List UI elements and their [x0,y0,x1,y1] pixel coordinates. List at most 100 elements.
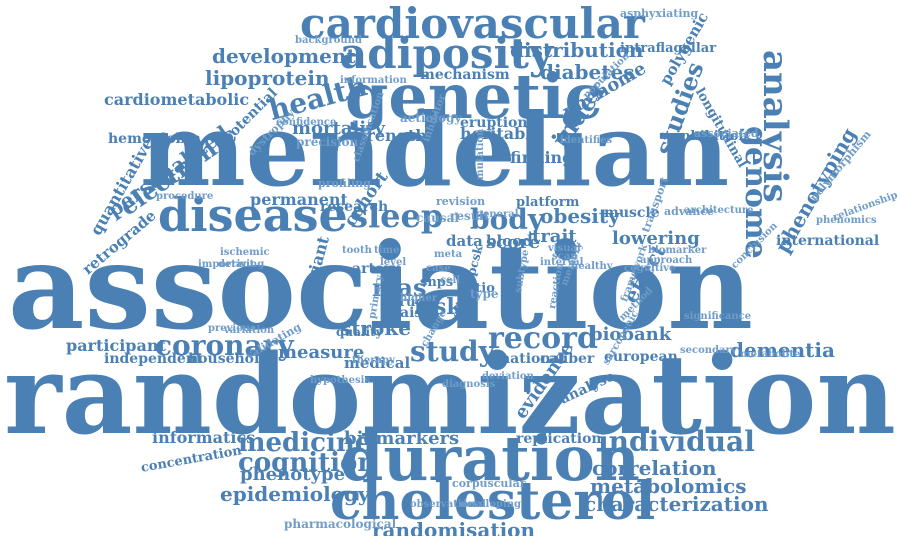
cloud-word: cell [440,275,461,286]
cloud-word: heritable [460,124,542,143]
cloud-word: risk [414,294,462,320]
cloud-word: hypothesis [310,375,371,386]
cloud-word: pharmacological [284,517,397,531]
cloud-word: metabolomics [590,474,747,498]
cloud-word: muscle [604,205,660,221]
cloud-word: intraflagellar [620,41,717,56]
cloud-word: randomisation [372,518,536,536]
cloud-word: phenomics [816,215,877,226]
cloud-word: medicine [238,428,372,458]
cloud-word: variation [224,325,275,336]
cloud-word: mutation [475,128,486,180]
cloud-word: stroke [340,316,411,340]
cloud-word: duration [340,422,640,495]
cloud-word: information [340,75,407,86]
cloud-word: ratio [460,281,495,296]
cloud-word: interval [540,257,584,268]
cloud-word: caliber [540,351,595,367]
cloud-word: approach [640,255,693,266]
cloud-word: quality [336,325,383,339]
cloud-word: meta [434,249,463,260]
cloud-word: score [486,232,541,253]
cloud-word: ischemic [220,247,270,258]
cloud-word: lowering [612,228,700,249]
cloud-word: cardiovascular [300,0,645,48]
cloud-word: confidence [276,117,337,128]
cloud-word: general [476,209,519,220]
cloud-word: healthy [571,261,613,272]
cloud-word: permanent [250,190,348,209]
cloud-word: independent [104,351,203,367]
cloud-word: adiposity [340,29,554,78]
cloud-word: cardiometabolic [104,90,250,109]
cloud-word: procedure [156,191,214,202]
cloud-word: inhibition [676,129,748,144]
cloud-word: body [470,203,545,236]
cloud-word: scan [552,251,578,262]
cloud-word: international [776,233,880,249]
cloud-word: associated [694,127,759,140]
cloud-word: aetiology [400,111,462,125]
cloud-word: deriving [218,259,265,270]
cloud-word: association [8,217,753,356]
cloud-word: eruption [460,115,528,131]
cloud-word: lipoprotein [205,66,330,90]
cloud-word: sleep [350,197,444,235]
cloud-word: metabolite [740,349,801,360]
cloud-word: measure [278,342,365,363]
cloud-word: tooth [342,245,372,256]
cloud-word: medical [344,354,411,372]
cloud-word: snps [420,275,454,290]
cloud-word: significance [684,311,752,322]
cloud-word: development [212,44,356,68]
cloud-word: strength [350,126,427,145]
cloud-word: precision [296,135,359,149]
cloud-word: biomarker [648,245,707,256]
cloud-word: case [426,263,451,274]
cloud-word: time [374,245,400,256]
cloud-word: advance [664,205,715,218]
cloud-word: observational [410,499,486,510]
cloud-word: waist [388,305,429,321]
cloud-word: secondary [680,345,737,356]
cloud-word: trait [532,226,577,247]
cloud-word: higher [400,293,437,304]
cloud-word: blood [486,232,533,250]
cloud-word: individual [598,425,755,458]
cloud-word: hemoglobin [108,131,201,147]
cloud-word: cognitive [624,263,676,274]
cloud-word: genetic [345,60,603,133]
cloud-word: level [380,257,407,268]
cloud-word: biobank [590,324,672,345]
cloud-word: informatics [152,428,256,447]
cloud-word: obesity [540,204,620,228]
cloud-word: cognition [238,448,377,478]
cloud-word: correlation [592,456,717,480]
cloud-word: drug [390,295,425,310]
cloud-word: developing [460,499,522,510]
cloud-word: diabetes [540,60,635,84]
cloud-word: causal [416,211,459,225]
cloud-word: important [198,259,255,270]
cloud-word: research [320,199,389,215]
cloud-word: deviation [482,371,534,382]
cloud-word: study [410,335,495,368]
cloud-word: participant [66,336,166,355]
cloud-word: characterization [584,492,769,516]
cloud-word: previous [208,323,256,334]
cloud-word: household [188,351,270,367]
cloud-word: biomarkers [344,428,460,449]
cloud-word: background [295,35,362,46]
cloud-word: mechanism [420,67,510,83]
cloud-word: randomization [4,330,896,459]
cloud-word: platform [516,195,580,210]
cloud-word: type [470,287,499,301]
cloud-word: artery [352,261,400,277]
cloud-word: coronary [155,329,294,362]
cloud-word: epidemiology [220,482,370,506]
cloud-word: asphyxiating [620,7,699,20]
cloud-word: diagnosis [442,379,496,390]
cloud-word: therapy [352,355,395,366]
cloud-word: mas [372,273,427,302]
